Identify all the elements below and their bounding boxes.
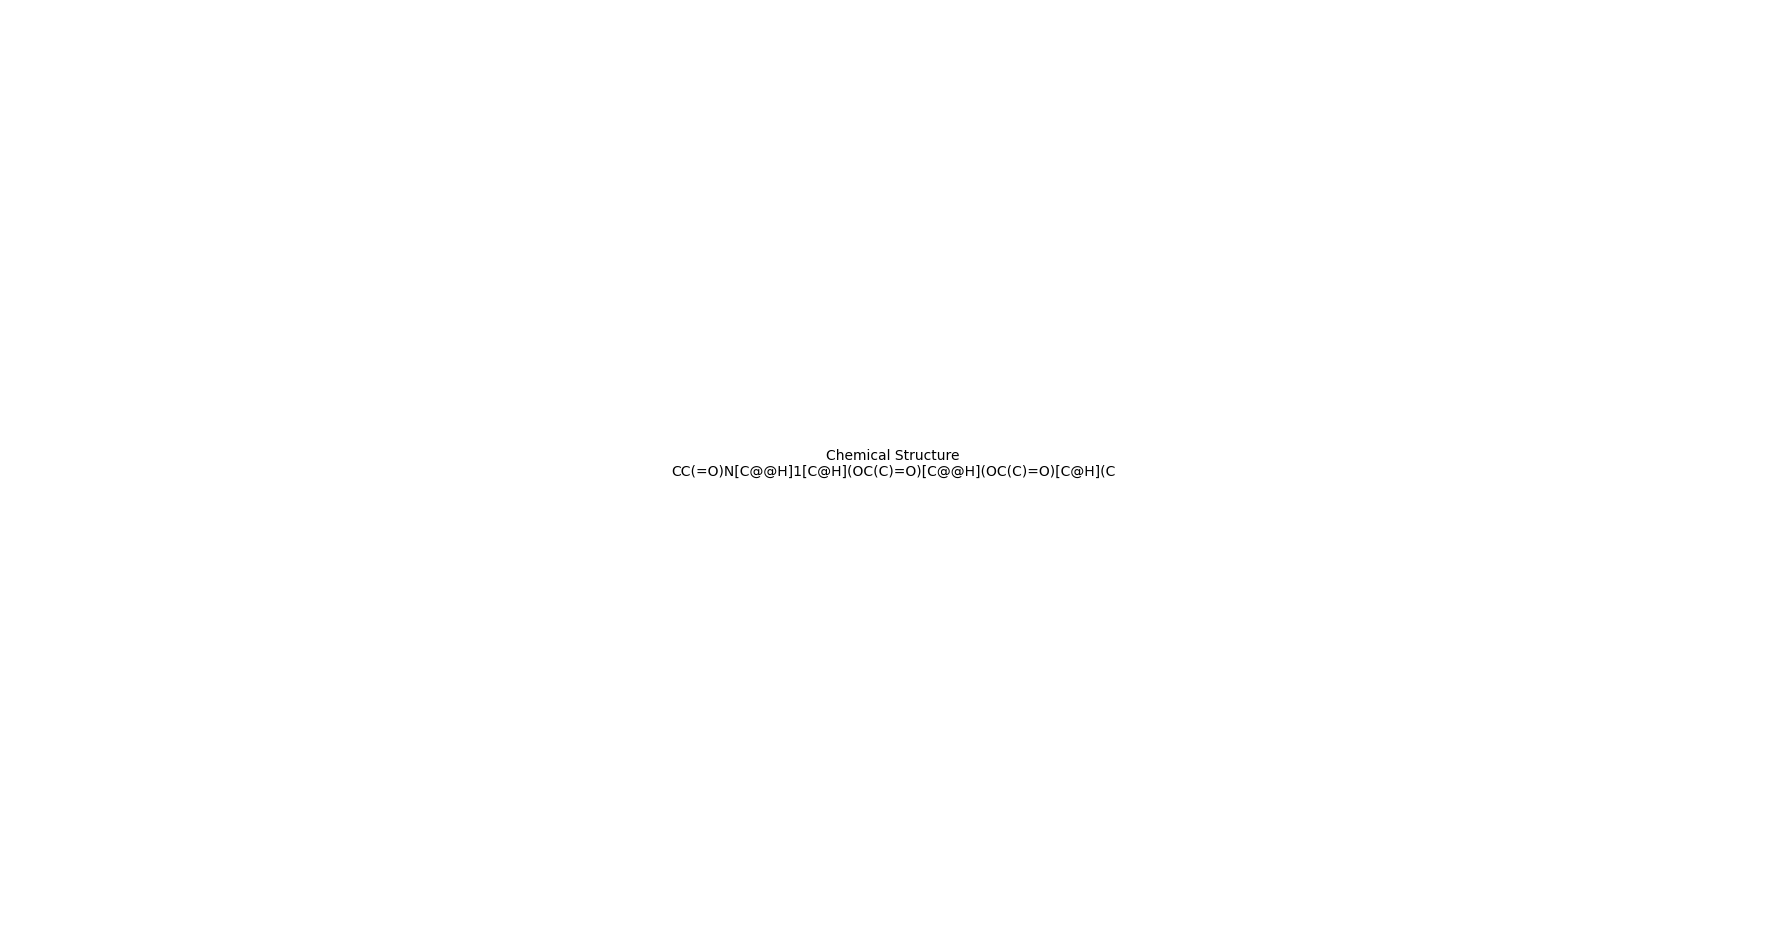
Text: Chemical Structure
CC(=O)N[C@@H]1[C@H](OC(C)=O)[C@@H](OC(C)=O)[C@H](C: Chemical Structure CC(=O)N[C@@H]1[C@H](O… bbox=[672, 449, 1114, 478]
